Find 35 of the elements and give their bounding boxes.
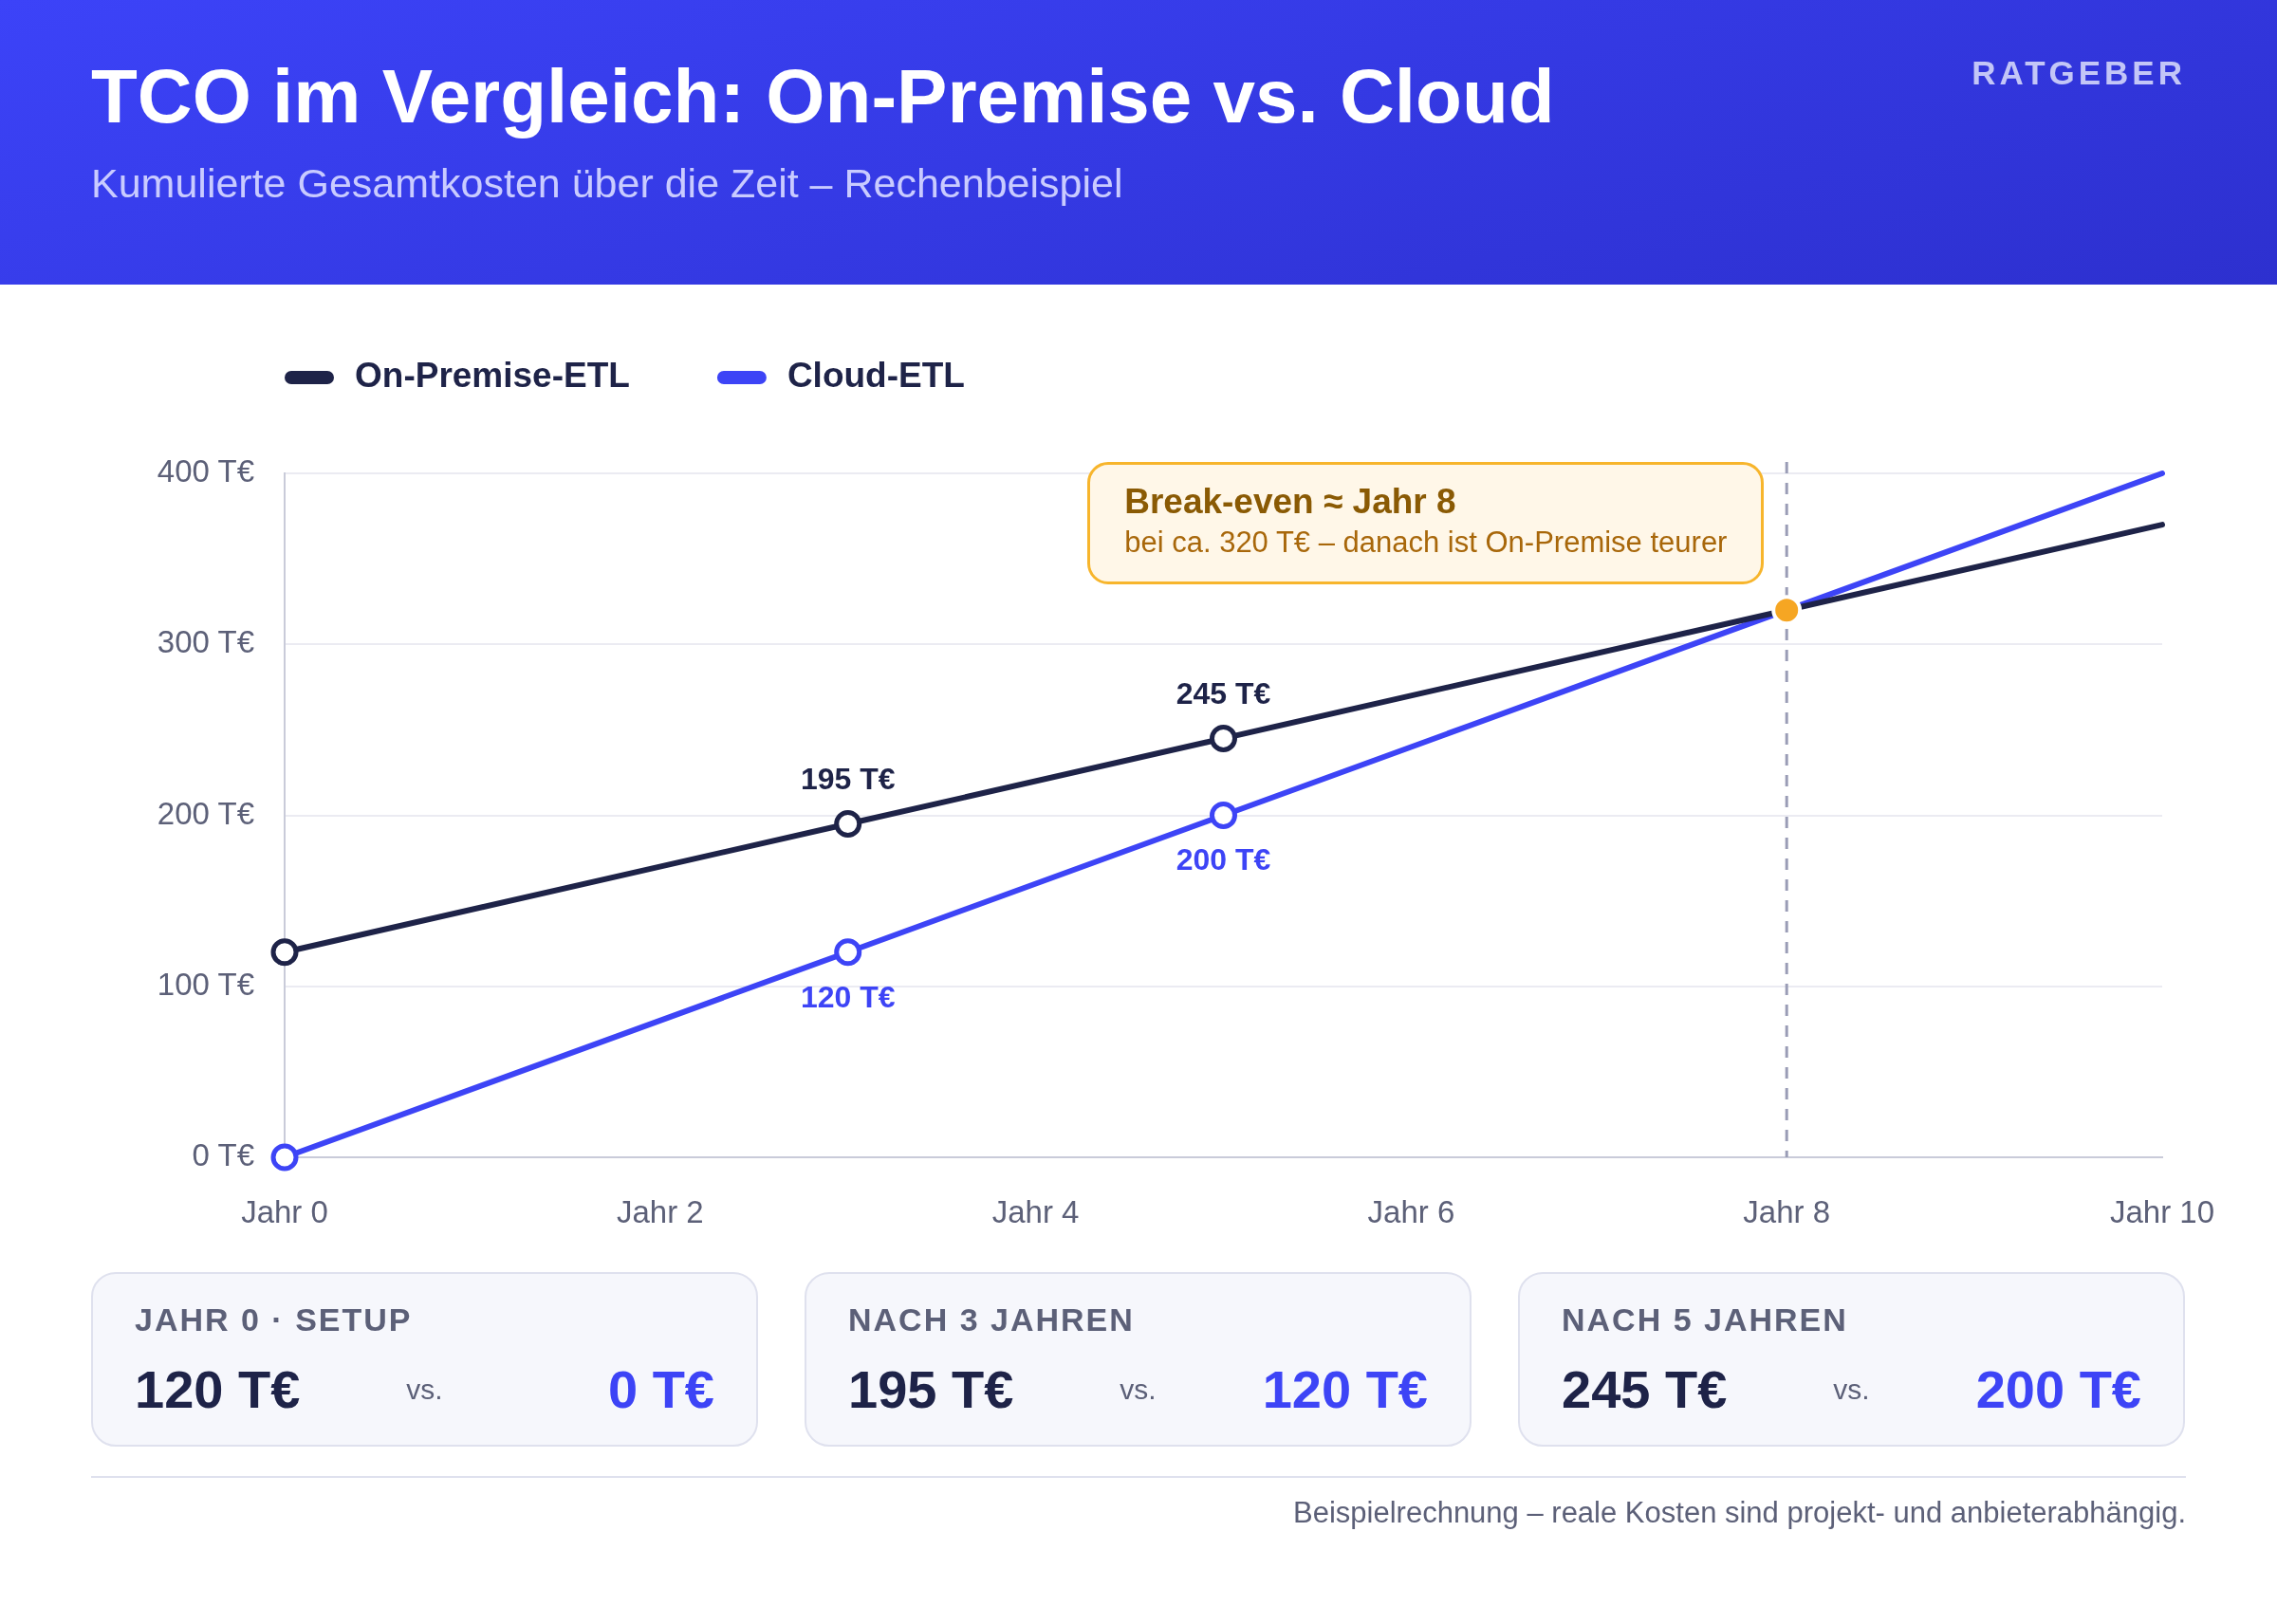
x-tick-label: Jahr 10 [2109, 1193, 2215, 1229]
x-tick-label: Jahr 2 [616, 1193, 704, 1229]
chart-title: TCO im Vergleich: On-Premise vs. Cloud [91, 54, 1555, 138]
text: 0 T€ [607, 1358, 714, 1421]
x-tick-label: Jahr 8 [1743, 1193, 1831, 1229]
y-tick-label: 300 T€ [157, 624, 254, 660]
text: vs. [406, 1374, 443, 1405]
text: NACH 5 JAHREN [1562, 1301, 1848, 1339]
y-tick-label: 200 T€ [157, 795, 254, 831]
text: RATGEBER [1972, 54, 2186, 92]
text: vs. [1120, 1374, 1157, 1405]
data-label: 120 T€ [800, 979, 896, 1014]
data-label: 245 T€ [1176, 676, 1271, 711]
text: 195 T€ [848, 1358, 1014, 1421]
text: vs. [1833, 1374, 1870, 1405]
y-tick-label: 100 T€ [157, 966, 254, 1002]
data-label: 195 T€ [800, 762, 896, 797]
x-tick-label: Jahr 6 [1367, 1193, 1455, 1229]
y-tick-label: 0 T€ [192, 1137, 254, 1173]
text: JAHR 0 · SETUP [135, 1301, 413, 1339]
x-tick-label: Jahr 4 [991, 1193, 1080, 1229]
legend-label: On-Premise-ETL [355, 356, 630, 396]
text: 200 T€ [1975, 1358, 2141, 1421]
text: 120 T€ [135, 1358, 301, 1421]
chart-subtitle: Kumulierte Gesamtkosten über die Zeit – Rechenbeispiel [91, 160, 1123, 207]
text: Beispielrechnung – reale Kosten sind projekt- und anbieterabhängig. [1293, 1495, 2186, 1531]
x-tick-label: Jahr 0 [241, 1193, 328, 1229]
text: 245 T€ [1562, 1358, 1728, 1421]
annotation: bei ca. 320 T€ – danach ist On-Premise teurer [1124, 525, 1728, 562]
legend-label: Cloud-ETL [787, 356, 965, 396]
annotation: Break-even ≈ Jahr 8 [1124, 481, 1457, 523]
y-tick-label: 400 T€ [157, 453, 254, 489]
data-label: 200 T€ [1176, 842, 1271, 877]
text: NACH 3 JAHREN [848, 1301, 1135, 1339]
text: 120 T€ [1262, 1358, 1428, 1421]
